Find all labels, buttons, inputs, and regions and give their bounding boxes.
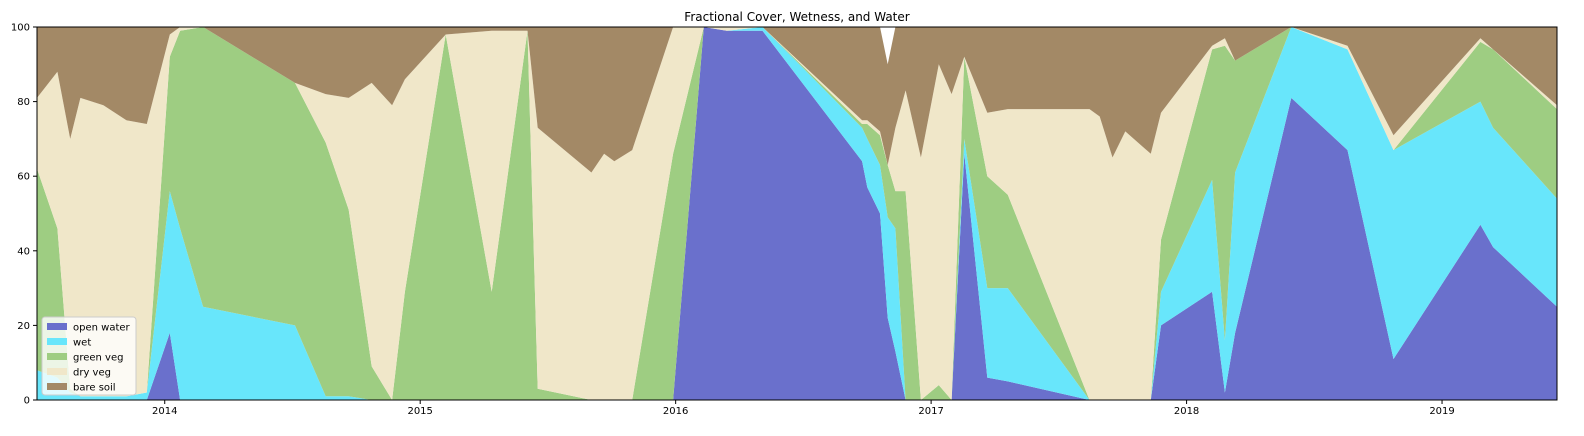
chart-title: Fractional Cover, Wetness, and Water	[684, 10, 909, 24]
y-tick-label: 100	[11, 23, 30, 34]
legend-label: open water	[73, 323, 131, 334]
legend-swatch	[47, 353, 67, 360]
y-axis: 0 20 40 60 80 100	[11, 23, 37, 407]
legend-label: wet	[73, 338, 91, 349]
legend-swatch	[47, 338, 67, 345]
y-tick-label: 80	[17, 97, 30, 108]
legend-swatch	[47, 323, 67, 330]
x-tick-label: 2019	[1429, 406, 1454, 417]
area-wet	[37, 27, 1557, 400]
legend-swatch	[47, 383, 67, 390]
y-tick-label: 60	[17, 172, 30, 183]
legend-label: bare soil	[73, 383, 116, 394]
y-tick-label: 40	[17, 246, 30, 257]
area-bare-soil	[37, 27, 1557, 173]
y-tick-label: 20	[17, 321, 30, 332]
x-tick-label: 2016	[663, 406, 688, 417]
plot-frame	[36, 26, 1558, 401]
area-open-water	[37, 27, 1557, 400]
legend-box	[41, 316, 137, 396]
series-areas	[37, 27, 1557, 400]
area-green-veg	[37, 27, 1557, 400]
legend: open water wet green veg dry veg bare soil	[41, 316, 137, 396]
legend-label: dry veg	[73, 368, 111, 379]
x-tick-label: 2014	[152, 406, 177, 417]
x-tick-label: 2018	[1174, 406, 1199, 417]
x-axis: 2014 2015 2016 2017 2018 2019	[152, 400, 1455, 417]
area-dry-veg	[37, 27, 1557, 400]
legend-label: green veg	[73, 353, 123, 364]
x-tick-label: 2015	[407, 406, 432, 417]
legend-swatch	[47, 368, 67, 375]
x-tick-label: 2017	[918, 406, 943, 417]
y-tick-label: 0	[24, 396, 30, 407]
